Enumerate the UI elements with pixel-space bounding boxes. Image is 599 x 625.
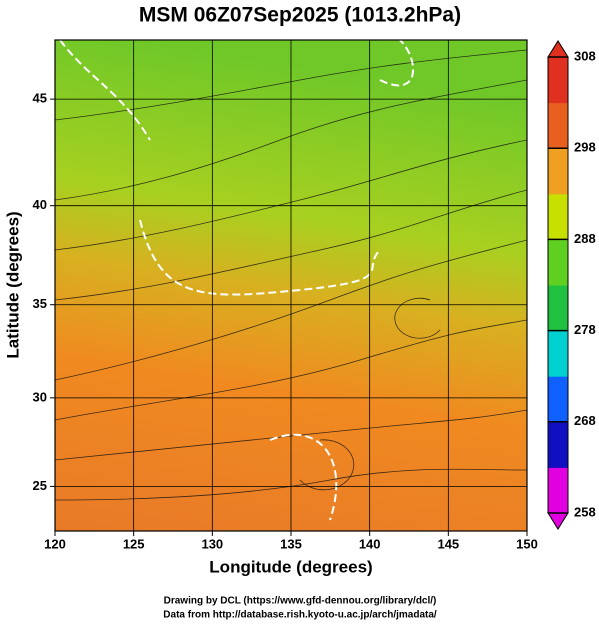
colorbar-tick-label: 258 <box>574 504 596 519</box>
colorbar-tick-label: 268 <box>574 413 596 428</box>
footer-line: Data from http://database.rish.kyoto-u.a… <box>163 610 437 621</box>
colorbar-tick-label: 288 <box>574 231 596 246</box>
colorbar-segment <box>548 193 568 240</box>
colorbar-bottom-arrow <box>547 512 569 530</box>
colorbar-top-arrow <box>547 40 569 58</box>
colorbar-tick-label: 278 <box>574 322 596 337</box>
map-title: MSM 06Z07Sep2025 (1013.2hPa) <box>139 4 461 27</box>
colorbar-tick-label: 298 <box>574 140 596 155</box>
x-tick-label: 150 <box>516 536 538 551</box>
y-tick-label: 35 <box>33 296 47 311</box>
colorbar-tick-label: 308 <box>574 48 596 63</box>
isotherm <box>59 40 414 521</box>
x-tick-label: 145 <box>437 536 459 551</box>
y-tick-label: 45 <box>33 91 47 106</box>
x-tick-label: 125 <box>123 536 145 551</box>
colorbar-segment <box>548 330 568 377</box>
colorbar-segment <box>548 421 568 468</box>
colorbar-segment <box>548 467 568 514</box>
colorbar-segment <box>548 148 568 195</box>
colorbar-segment <box>548 57 568 104</box>
colorbar-segment <box>548 102 568 149</box>
y-tick-label: 25 <box>33 478 47 493</box>
x-tick-label: 135 <box>280 536 302 551</box>
footer-line: Drawing by DCL (https://www.gfd-dennou.o… <box>164 596 437 607</box>
y-tick-label: 40 <box>33 197 47 212</box>
x-tick-label: 140 <box>359 536 381 551</box>
colorbar-segment <box>548 376 568 423</box>
colorbar-segment <box>548 239 568 286</box>
x-tick-label: 130 <box>201 536 223 551</box>
y-axis-label: Latitude (degrees) <box>3 211 22 358</box>
colorbar-segment <box>548 285 568 332</box>
x-axis-label: Longitude (degrees) <box>209 557 372 576</box>
y-tick-label: 30 <box>33 389 47 404</box>
x-tick-label: 120 <box>44 536 66 551</box>
